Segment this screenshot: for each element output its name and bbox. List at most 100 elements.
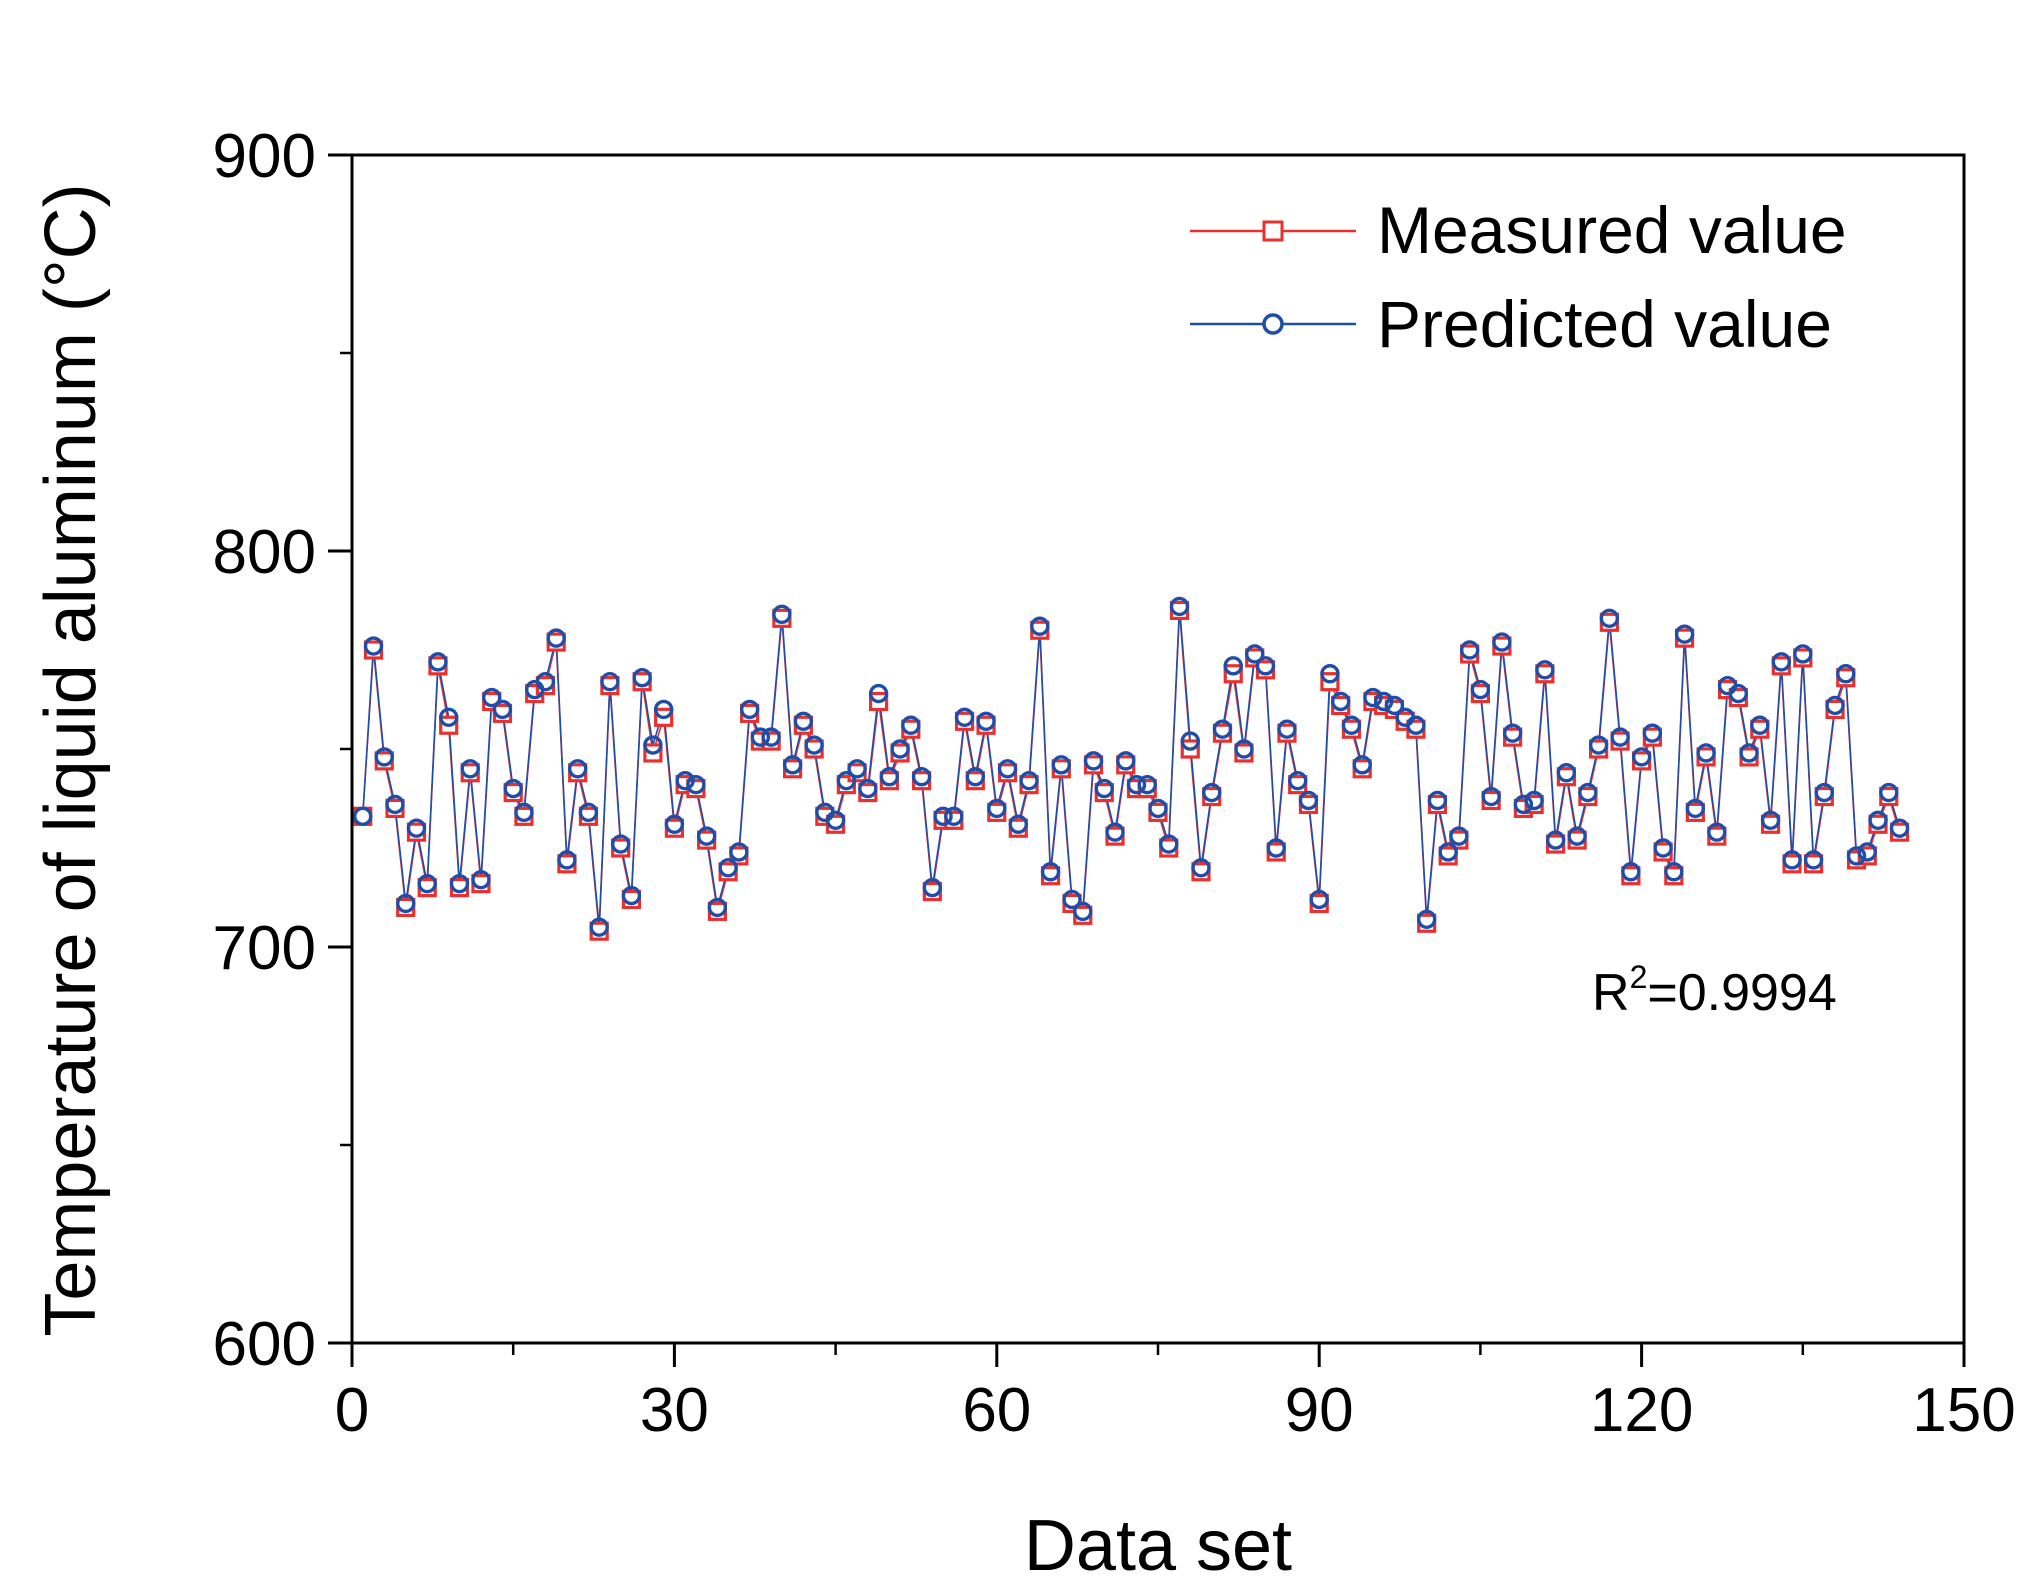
- point-predicted-21: [567, 759, 588, 779]
- legend-marker-measured: [1262, 220, 1284, 242]
- point-predicted-28: [643, 735, 663, 755]
- point-predicted-142: [1868, 810, 1888, 830]
- point-predicted-123: [1664, 862, 1684, 882]
- point-predicted-52: [901, 715, 921, 735]
- point-predicted-13: [482, 687, 502, 708]
- point-predicted-36: [729, 842, 749, 862]
- point-predicted-32: [686, 774, 706, 795]
- point-predicted-73: [1126, 774, 1147, 795]
- point-predicted-140: [1846, 846, 1867, 866]
- point-predicted-68: [1073, 901, 1093, 922]
- point-predicted-84: [1245, 644, 1265, 664]
- point-predicted-89: [1298, 790, 1319, 811]
- point-predicted-30: [664, 814, 685, 834]
- point-predicted-53: [911, 767, 932, 787]
- point-predicted-54: [922, 877, 943, 898]
- point-predicted-3: [374, 747, 394, 767]
- point-predicted-75: [1148, 798, 1168, 819]
- point-predicted-125: [1685, 798, 1706, 819]
- point-predicted-141: [1857, 842, 1877, 862]
- point-predicted-10: [449, 873, 470, 894]
- point-predicted-82: [1223, 656, 1243, 676]
- point-predicted-29: [653, 699, 674, 720]
- point-predicted-96: [1373, 691, 1394, 712]
- point-predicted-93: [1341, 715, 1362, 735]
- point-predicted-126: [1696, 743, 1716, 763]
- point-predicted-97: [1384, 695, 1405, 716]
- point-predicted-137: [1814, 782, 1834, 803]
- point-predicted-64: [1030, 616, 1050, 636]
- point-predicted-15: [503, 778, 523, 799]
- point-predicted-39: [761, 727, 781, 747]
- point-predicted-78: [1180, 731, 1200, 751]
- point-predicted-5: [396, 893, 416, 914]
- point-predicted-95: [1363, 687, 1383, 708]
- point-predicted-88: [1288, 770, 1308, 791]
- point-predicted-41: [782, 755, 803, 775]
- point-predicted-109: [1513, 794, 1534, 815]
- point-predicted-139: [1836, 664, 1856, 684]
- point-predicted-55: [933, 806, 953, 827]
- point-predicted-127: [1707, 822, 1727, 842]
- point-predicted-60: [987, 798, 1007, 819]
- point-predicted-4: [385, 794, 405, 815]
- point-predicted-66: [1051, 755, 1071, 775]
- point-predicted-62: [1008, 814, 1028, 834]
- x-tick-label-90: 90: [1285, 1376, 1354, 1445]
- point-predicted-24: [600, 671, 620, 692]
- point-predicted-116: [1588, 735, 1609, 755]
- point-predicted-59: [976, 711, 996, 731]
- point-predicted-48: [858, 778, 878, 799]
- point-predicted-91: [1320, 664, 1340, 684]
- point-predicted-43: [804, 735, 824, 755]
- point-predicted-122: [1653, 838, 1673, 858]
- point-predicted-119: [1621, 862, 1641, 882]
- point-predicted-115: [1578, 782, 1598, 803]
- point-predicted-38: [750, 727, 771, 747]
- point-predicted-56: [944, 806, 964, 827]
- point-predicted-33: [696, 826, 717, 846]
- y-tick-label-900: 900: [213, 122, 316, 191]
- legend: Measured value Predicted value: [1190, 193, 1847, 361]
- point-predicted-14: [492, 699, 513, 720]
- point-predicted-132: [1760, 810, 1781, 830]
- point-predicted-51: [890, 739, 910, 759]
- legend-item-measured: Measured value: [1190, 193, 1847, 267]
- point-predicted-114: [1567, 826, 1587, 846]
- point-predicted-138: [1825, 695, 1845, 716]
- point-predicted-121: [1642, 723, 1663, 743]
- point-predicted-9: [439, 707, 459, 728]
- point-predicted-16: [514, 802, 534, 823]
- point-predicted-110: [1524, 790, 1544, 811]
- point-predicted-105: [1470, 679, 1491, 700]
- point-predicted-63: [1019, 770, 1039, 791]
- point-predicted-81: [1212, 719, 1233, 739]
- point-predicted-69: [1083, 751, 1104, 771]
- point-predicted-99: [1406, 715, 1426, 735]
- x-tick-label-150: 150: [1912, 1376, 2015, 1445]
- axis-ticks: 0 30 60 90 120 150 600 700 800 900: [213, 122, 2016, 1445]
- point-predicted-7: [417, 873, 437, 894]
- point-predicted-65: [1040, 862, 1061, 882]
- point-predicted-19: [546, 628, 566, 648]
- point-predicted-94: [1352, 755, 1372, 775]
- point-predicted-77: [1169, 596, 1190, 617]
- point-predicted-144: [1889, 818, 1910, 838]
- point-predicted-103: [1449, 826, 1469, 846]
- point-predicted-61: [997, 759, 1018, 779]
- point-predicted-85: [1255, 656, 1276, 676]
- point-predicted-26: [621, 885, 642, 906]
- point-predicted-31: [675, 770, 695, 791]
- point-predicted-11: [460, 759, 480, 779]
- point-predicted-134: [1782, 850, 1802, 870]
- point-predicted-108: [1502, 723, 1523, 743]
- x-tick-label-120: 120: [1590, 1376, 1693, 1445]
- point-predicted-34: [707, 897, 728, 918]
- point-predicted-133: [1771, 652, 1792, 672]
- point-predicted-12: [471, 869, 491, 890]
- legend-item-predicted: Predicted value: [1190, 287, 1832, 361]
- point-predicted-22: [578, 802, 599, 823]
- point-predicted-27: [632, 668, 652, 688]
